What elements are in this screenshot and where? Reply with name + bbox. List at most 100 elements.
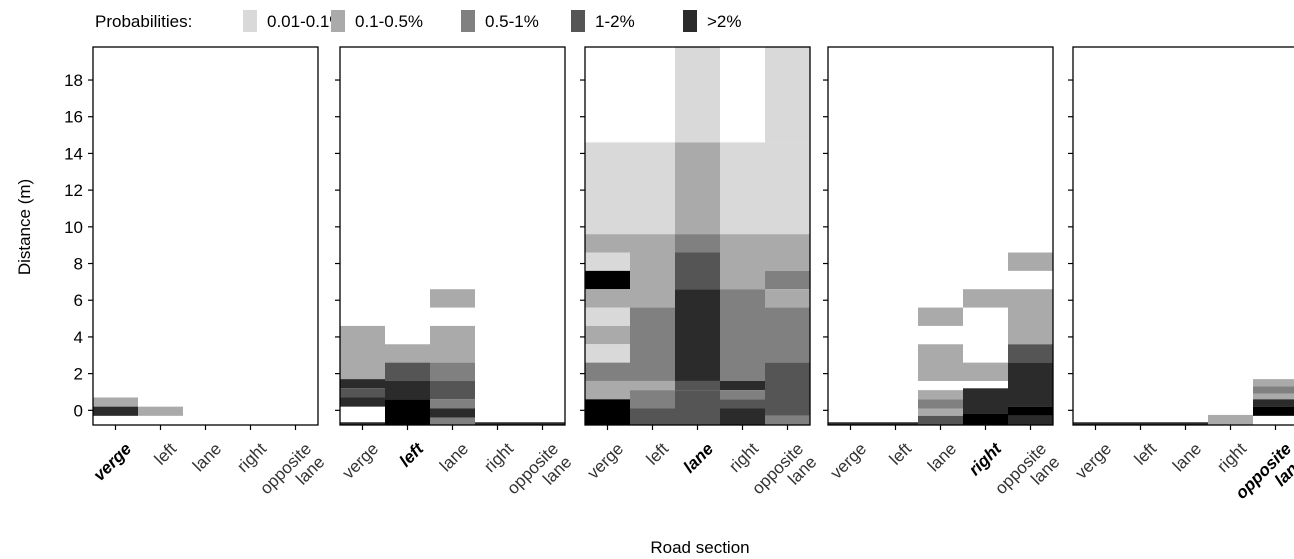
heatmap-cell: [1118, 422, 1163, 425]
heatmap-cell: [585, 234, 630, 253]
heatmap-cell: [675, 252, 720, 290]
heatmap-cell: [963, 388, 1008, 414]
heatmap-cell: [918, 307, 963, 326]
heatmap-cell: [1253, 379, 1294, 387]
heatmap-cell: [918, 344, 963, 381]
x-tick-label: left: [151, 439, 181, 469]
x-tick-label: right: [1213, 439, 1250, 476]
heatmap-cell: [765, 289, 810, 308]
heatmap-cell: [138, 406, 183, 416]
heatmap-cell: [1008, 252, 1053, 271]
x-tick-label: lane: [924, 439, 960, 475]
heatmap-cell: [765, 47, 810, 143]
heatmap-cell: [585, 380, 630, 400]
heatmap-cell: [765, 234, 810, 271]
heatmap-cell: [430, 362, 475, 381]
heatmap-cell: [720, 390, 765, 400]
heatmap-cell: [340, 388, 385, 398]
heatmap-cell: [1008, 344, 1053, 363]
heatmap-cell: [675, 390, 720, 425]
heatmap-cell: [585, 362, 630, 381]
heatmap-cell: [430, 399, 475, 409]
heatmap-cell: [1008, 406, 1053, 416]
legend-swatch: [571, 10, 585, 32]
y-tick-label: 10: [64, 218, 83, 237]
heatmap-cell: [1253, 399, 1294, 407]
x-tick-label: lane: [1169, 439, 1205, 475]
heatmap-cell: [918, 390, 963, 400]
heatmap-cell: [340, 325, 385, 380]
heatmap-cell: [720, 142, 765, 235]
heatmap-cell: [385, 399, 430, 425]
heatmap-cell: [630, 408, 675, 425]
heatmap-cell: [430, 417, 475, 425]
heatmap-cell: [1163, 422, 1208, 425]
heatmap-cell: [765, 362, 810, 416]
heatmap-cell: [430, 325, 475, 363]
heatmap-cell: [675, 142, 720, 235]
heatmap-cell: [963, 289, 1008, 308]
heatmap-cell: [1073, 422, 1118, 425]
legend-label: 0.1-0.5%: [355, 12, 423, 31]
heatmap-cell: [93, 406, 138, 416]
x-tick-label: verge: [1072, 439, 1116, 483]
heatmap-cell: [1008, 362, 1053, 407]
heatmap-cell: [630, 142, 675, 235]
heatmap-cell: [630, 307, 675, 381]
heatmap-cell: [630, 390, 675, 409]
heatmap-cell: [1253, 386, 1294, 394]
heatmap-cell: [385, 362, 430, 381]
heatmap-cell: [918, 408, 963, 416]
heatmap-cell: [1253, 393, 1294, 400]
heatmap-cell: [675, 289, 720, 381]
heatmap-cell: [765, 270, 810, 290]
heatmap-cell: [630, 380, 675, 391]
legend-swatch: [331, 10, 345, 32]
heatmap-cell: [918, 399, 963, 409]
panel-frame: [1072, 46, 1294, 426]
y-tick-label: 16: [64, 108, 83, 127]
heatmap-cell: [340, 397, 385, 407]
heatmap-cell: [1253, 406, 1294, 416]
x-tick-label: left: [396, 438, 428, 470]
x-tick-label: lane: [189, 439, 225, 475]
heatmap-cell: [585, 252, 630, 271]
heatmap-cell: [585, 270, 630, 290]
x-tick-label: verge: [339, 439, 383, 483]
heatmap-cell: [585, 289, 630, 308]
x-tick-label: left: [643, 439, 673, 469]
legend-label: 1-2%: [595, 12, 635, 31]
x-tick-label: verge: [827, 439, 871, 483]
x-tick-label: right: [725, 439, 762, 476]
heatmap-cell: [630, 234, 675, 308]
heatmap-cell: [963, 413, 1008, 425]
heatmap-cell: [675, 234, 720, 253]
y-axis-label: Distance (m): [15, 179, 34, 275]
y-tick-label: 12: [64, 181, 83, 200]
x-tick-label: right: [233, 439, 270, 476]
heatmap-cell: [385, 380, 430, 400]
heatmap-cell: [765, 307, 810, 363]
legend-label: >2%: [707, 12, 742, 31]
heatmap-cell: [475, 422, 520, 425]
y-tick-label: 4: [74, 328, 83, 347]
heatmap-cell: [340, 422, 385, 425]
y-tick-label: 6: [74, 291, 83, 310]
heatmap-cell: [520, 422, 565, 425]
panel-frame: [92, 46, 319, 426]
heatmap-cell: [385, 344, 430, 363]
heatmap-cell: [585, 142, 630, 235]
heatmap-cell: [1008, 415, 1053, 425]
x-tick-label: verge: [90, 439, 136, 485]
heatmap-cell: [963, 362, 1008, 381]
x-tick-label: left: [886, 439, 916, 469]
legend-label: 0.5-1%: [485, 12, 539, 31]
heatmap-cell: [340, 379, 385, 389]
heatmap-cell: [585, 344, 630, 363]
heatmap-cell: [1008, 289, 1053, 345]
heatmap-cell: [585, 325, 630, 345]
